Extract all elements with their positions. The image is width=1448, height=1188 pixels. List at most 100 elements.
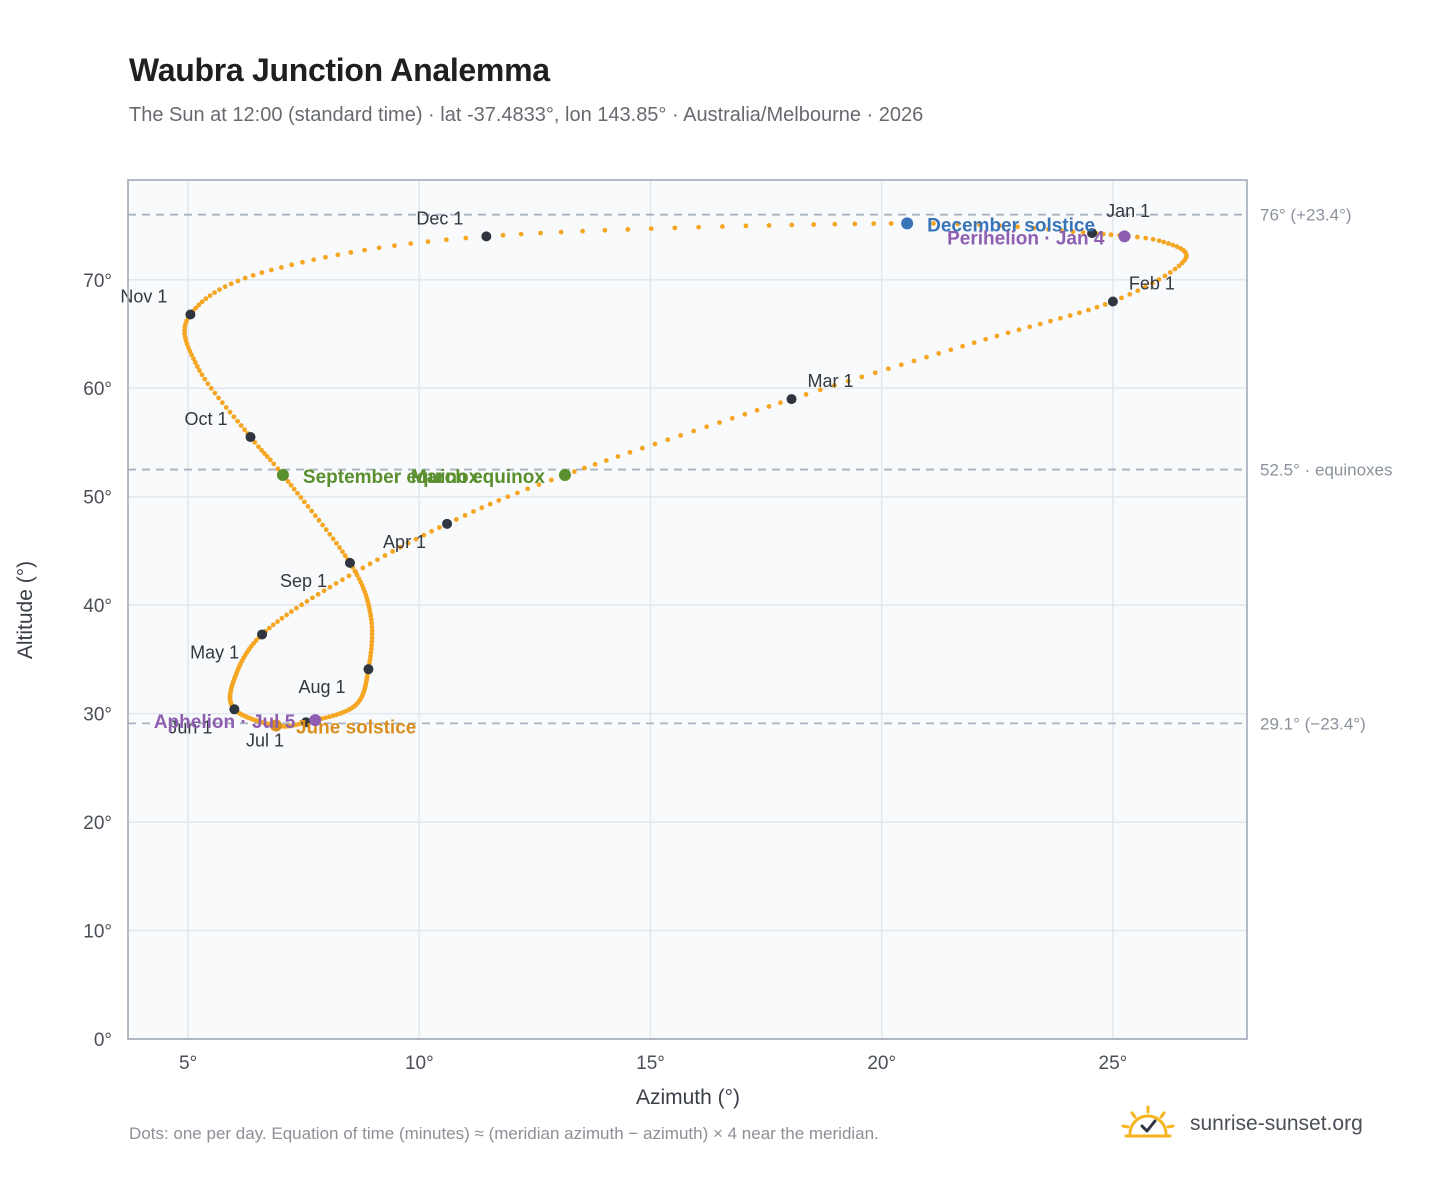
brand-link[interactable]: sunrise-sunset.org [1120, 1104, 1363, 1144]
daily-sun-dot [1015, 224, 1020, 230]
y-tick-label: 40° [83, 596, 112, 617]
daily-sun-dot [1150, 236, 1156, 242]
daily-sun-dot [1174, 244, 1180, 250]
month-marker-label: Mar 1 [808, 371, 854, 391]
daily-sun-dot [500, 232, 506, 238]
daily-sun-dot [931, 221, 936, 226]
daily-sun-dot [859, 374, 865, 380]
daily-sun-dot [270, 622, 276, 628]
daily-sun-dot [368, 653, 373, 659]
daily-sun-dot [368, 617, 374, 622]
daily-sun-dot [1080, 230, 1086, 235]
daily-sun-dot [202, 376, 208, 382]
event-marker-label: December solstice [927, 215, 1095, 236]
month-markers: Jan 1 Feb 1 Mar 1 Apr 1 May 1 Jun 1 Jul 1 Aug 1… [120, 201, 1175, 750]
daily-sun-dot [285, 479, 291, 484]
month-marker-label: Oct 1 [185, 409, 228, 429]
daily-sun-dot [514, 490, 520, 496]
month-marker-dot [185, 309, 196, 320]
daily-sun-dot [1170, 242, 1176, 248]
daily-sun-dot [1119, 295, 1124, 301]
daily-sun-dot [994, 333, 1000, 339]
daily-sun-dot [259, 447, 264, 453]
daily-sun-dot [1058, 228, 1064, 233]
daily-sun-dot [266, 625, 272, 631]
daily-sun-dot [425, 239, 431, 245]
x-tick-label: 20° [867, 1053, 896, 1074]
event-marker-label: March equinox [411, 467, 546, 488]
daily-sun-dot [1167, 269, 1173, 275]
daily-sun-dot [960, 343, 965, 349]
daily-sun-dot [615, 454, 621, 459]
daily-sun-dot [199, 299, 205, 305]
daily-sun-dot [548, 477, 554, 483]
daily-sun-dot [571, 469, 577, 475]
x-tick-label: 25° [1099, 1053, 1128, 1074]
daily-sun-dot [323, 715, 329, 721]
daily-sun-dot [346, 573, 352, 579]
daily-sun-dot [196, 302, 202, 308]
y-tick-label: 0° [94, 1030, 112, 1051]
daily-sun-dot [368, 650, 374, 656]
daily-sun-dot [197, 368, 202, 373]
daily-sun-dot [1172, 266, 1178, 272]
daily-sun-dot [321, 588, 327, 594]
event-marker-dot [309, 714, 322, 727]
daily-sun-dot [997, 223, 1002, 229]
sun-logo-icon [1121, 1105, 1175, 1138]
daily-sun-dot [538, 230, 543, 236]
daily-sun-dot [729, 415, 735, 421]
daily-sun-dot [719, 224, 725, 229]
daily-sun-dot [443, 237, 449, 243]
daily-sun-dot [330, 713, 336, 719]
daily-sun-dot [323, 527, 329, 533]
daily-sun-dot [872, 370, 878, 376]
daily-sun-dot [284, 612, 289, 618]
daily-sun-dot [392, 243, 397, 249]
y-tick-label: 50° [83, 488, 112, 509]
daily-sun-dot [369, 639, 375, 645]
x-axis-label: Azimuth (°) [636, 1086, 740, 1109]
daily-sun-dot [275, 466, 281, 472]
daily-sun-dot [216, 395, 221, 401]
daily-sun-dot [852, 221, 858, 227]
daily-sun-dot [479, 505, 485, 511]
daily-sun-dot [463, 235, 469, 241]
axis-ticks: 5° 10° 15° 20° 25° 0° 10° 20° 30° 40° 50° 60° 70° 76°… [83, 206, 1392, 1074]
daily-sun-dot [639, 445, 645, 451]
daily-sun-dot [948, 347, 954, 353]
daily-sun-dot [231, 414, 237, 420]
month-marker-label: Jan 1 [1106, 201, 1150, 221]
daily-sun-dot [1156, 238, 1162, 244]
daily-sun-dot [189, 352, 195, 358]
daily-sun-dot [1100, 231, 1106, 237]
daily-sun-dot [304, 598, 310, 604]
daily-sun-dot [227, 409, 233, 415]
daily-sun-dot [288, 482, 294, 488]
daily-sun-dot [648, 226, 654, 232]
plot-frame [127, 179, 1248, 1040]
daily-sun-dot [817, 387, 823, 393]
month-marker-label: Nov 1 [120, 286, 167, 306]
daily-sun-dot [369, 624, 375, 630]
brand-name: sunrise-sunset.org [1190, 1112, 1363, 1135]
daily-sun-dot [696, 224, 702, 230]
y-tick-label: 10° [83, 922, 112, 943]
daily-sun-dot [742, 411, 748, 417]
daily-sun-dot [789, 222, 795, 228]
daily-sun-dot [327, 584, 333, 590]
daily-sun-dot [352, 568, 358, 574]
daily-sun-dot [536, 482, 542, 487]
daily-sun-dot [327, 531, 333, 537]
daily-sun-dot [1143, 235, 1149, 241]
month-marker-label: Apr 1 [383, 532, 426, 552]
daily-sun-dot [262, 451, 267, 456]
daily-sun-dot [312, 513, 318, 519]
daily-sun-dot [222, 284, 228, 290]
daily-sun-dot [369, 643, 375, 648]
daily-sun-dot [268, 267, 274, 273]
daily-sun-dot [291, 486, 297, 492]
daily-sun-dot [219, 400, 225, 406]
